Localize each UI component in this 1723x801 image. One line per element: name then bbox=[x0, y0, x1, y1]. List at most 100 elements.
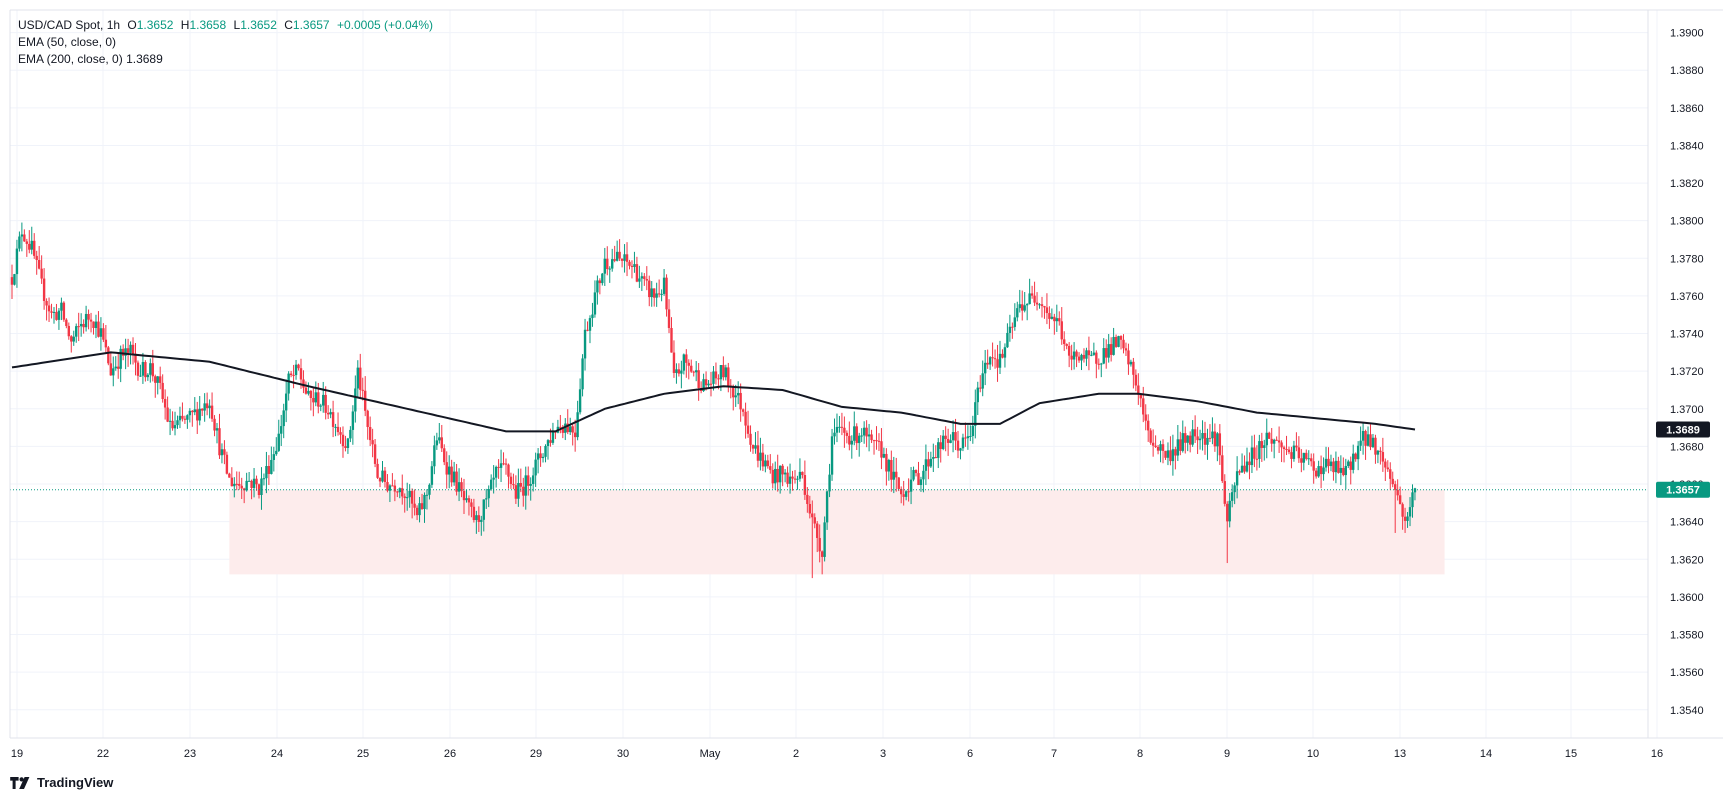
candle-body bbox=[937, 442, 940, 458]
candle-body bbox=[1050, 316, 1054, 319]
candle-body bbox=[161, 382, 164, 400]
candle-body bbox=[193, 409, 196, 413]
candle-body bbox=[1280, 442, 1283, 448]
candle-body bbox=[746, 425, 750, 434]
candle-body bbox=[1181, 433, 1184, 451]
candle-body bbox=[465, 498, 468, 501]
candle-body bbox=[136, 362, 140, 376]
candle-body bbox=[114, 366, 117, 369]
y-tick-label: 1.3680 bbox=[1670, 441, 1704, 453]
candle-body bbox=[1109, 344, 1113, 355]
candle-body bbox=[220, 449, 224, 456]
candle-body bbox=[1119, 336, 1123, 340]
candle-body bbox=[951, 432, 955, 441]
candle-body bbox=[1156, 446, 1160, 451]
candle-body bbox=[1117, 336, 1120, 347]
candle-body bbox=[672, 352, 676, 373]
price-axis[interactable]: 1.3900 1.3880 1.3860 1.3840 1.3820 1.3800 1.37… bbox=[1670, 28, 1704, 717]
candle-body bbox=[783, 472, 787, 475]
candle-body bbox=[833, 432, 836, 437]
candle-body bbox=[267, 466, 271, 474]
x-tick-label: 30 bbox=[617, 748, 629, 760]
candle-body bbox=[208, 405, 211, 409]
candle-body bbox=[1354, 453, 1357, 460]
candle-body bbox=[534, 459, 537, 476]
candle-body bbox=[754, 445, 757, 449]
candle-body bbox=[660, 293, 663, 295]
candle-body bbox=[1282, 447, 1286, 449]
candle-body bbox=[307, 390, 310, 394]
symbol-label[interactable]: USD/CAD Spot, 1h bbox=[18, 18, 121, 32]
x-tick-label: 13 bbox=[1394, 748, 1406, 760]
candle-body bbox=[1080, 354, 1083, 361]
candle-body bbox=[1161, 444, 1165, 451]
candle-body bbox=[1302, 452, 1306, 463]
candle-body bbox=[1329, 461, 1333, 467]
tradingview-logo[interactable]: TradingView bbox=[10, 775, 113, 790]
candle-body bbox=[1095, 352, 1098, 364]
candle-body bbox=[156, 376, 159, 383]
ema50-row[interactable]: EMA (50, close, 0) bbox=[18, 34, 437, 51]
candle-body bbox=[611, 259, 614, 269]
candlestick-series bbox=[10, 222, 1417, 579]
candle-body bbox=[603, 258, 606, 274]
candle-body bbox=[638, 278, 641, 282]
candle-body bbox=[181, 415, 184, 419]
candle-body bbox=[1211, 431, 1214, 439]
y-tick-label: 1.3880 bbox=[1670, 65, 1704, 77]
candle-body bbox=[1045, 307, 1049, 314]
candle-body bbox=[932, 457, 935, 459]
candle-body bbox=[983, 362, 987, 374]
candle-body bbox=[897, 477, 900, 489]
y-tick-label: 1.3540 bbox=[1670, 705, 1704, 717]
candle-body bbox=[1317, 466, 1320, 477]
candle-body bbox=[929, 458, 933, 467]
candle-body bbox=[146, 374, 150, 378]
x-tick-label: 19 bbox=[11, 748, 23, 760]
candle-body bbox=[1203, 433, 1207, 445]
candle-body bbox=[440, 437, 443, 449]
candle-body bbox=[524, 475, 527, 496]
candle-body bbox=[121, 348, 125, 356]
candle-body bbox=[796, 478, 799, 480]
ema200-row[interactable]: EMA (200, close, 0) 1.3689 bbox=[18, 51, 437, 68]
candle-body bbox=[1411, 492, 1414, 508]
candle-body bbox=[559, 426, 562, 428]
candle-body bbox=[551, 430, 555, 443]
candle-body bbox=[1186, 435, 1189, 443]
tradingview-icon bbox=[10, 776, 30, 789]
chart-legend: USD/CAD Spot, 1h O1.3652 H1.3658 L1.3652… bbox=[18, 17, 437, 68]
candle-body bbox=[890, 460, 893, 480]
candle-body bbox=[855, 426, 858, 444]
candle-body bbox=[996, 359, 999, 368]
candle-body bbox=[1184, 433, 1187, 443]
x-tick-label: 14 bbox=[1480, 748, 1492, 760]
candle-body bbox=[719, 365, 723, 380]
candle-body bbox=[1275, 439, 1278, 441]
candle-body bbox=[364, 390, 367, 411]
candle-body bbox=[539, 453, 542, 459]
time-axis[interactable]: 19 22 23 24 25 26 29 30 May 2 3 6 7 8 9 10 13 14 15 16 bbox=[11, 748, 1663, 760]
candle-body bbox=[529, 483, 532, 486]
candle-body bbox=[1408, 507, 1412, 517]
candle-body bbox=[455, 471, 458, 492]
candle-body bbox=[119, 348, 122, 369]
candle-body bbox=[650, 288, 653, 298]
candle-body bbox=[969, 435, 972, 437]
ema200-price-tag: 1.3689 bbox=[1666, 424, 1700, 436]
candle-body bbox=[1398, 495, 1402, 505]
candle-body bbox=[1223, 481, 1226, 504]
candle-body bbox=[1151, 442, 1155, 446]
candle-body bbox=[914, 470, 918, 474]
candle-body bbox=[766, 460, 770, 467]
candle-body bbox=[356, 367, 359, 389]
candle-body bbox=[998, 353, 1002, 368]
candle-body bbox=[131, 344, 135, 354]
candle-body bbox=[1025, 304, 1029, 306]
candle-body bbox=[302, 379, 305, 388]
candle-body bbox=[1105, 348, 1108, 358]
candle-body bbox=[993, 358, 997, 360]
close-label: C bbox=[284, 18, 293, 32]
candle-body bbox=[151, 363, 154, 377]
